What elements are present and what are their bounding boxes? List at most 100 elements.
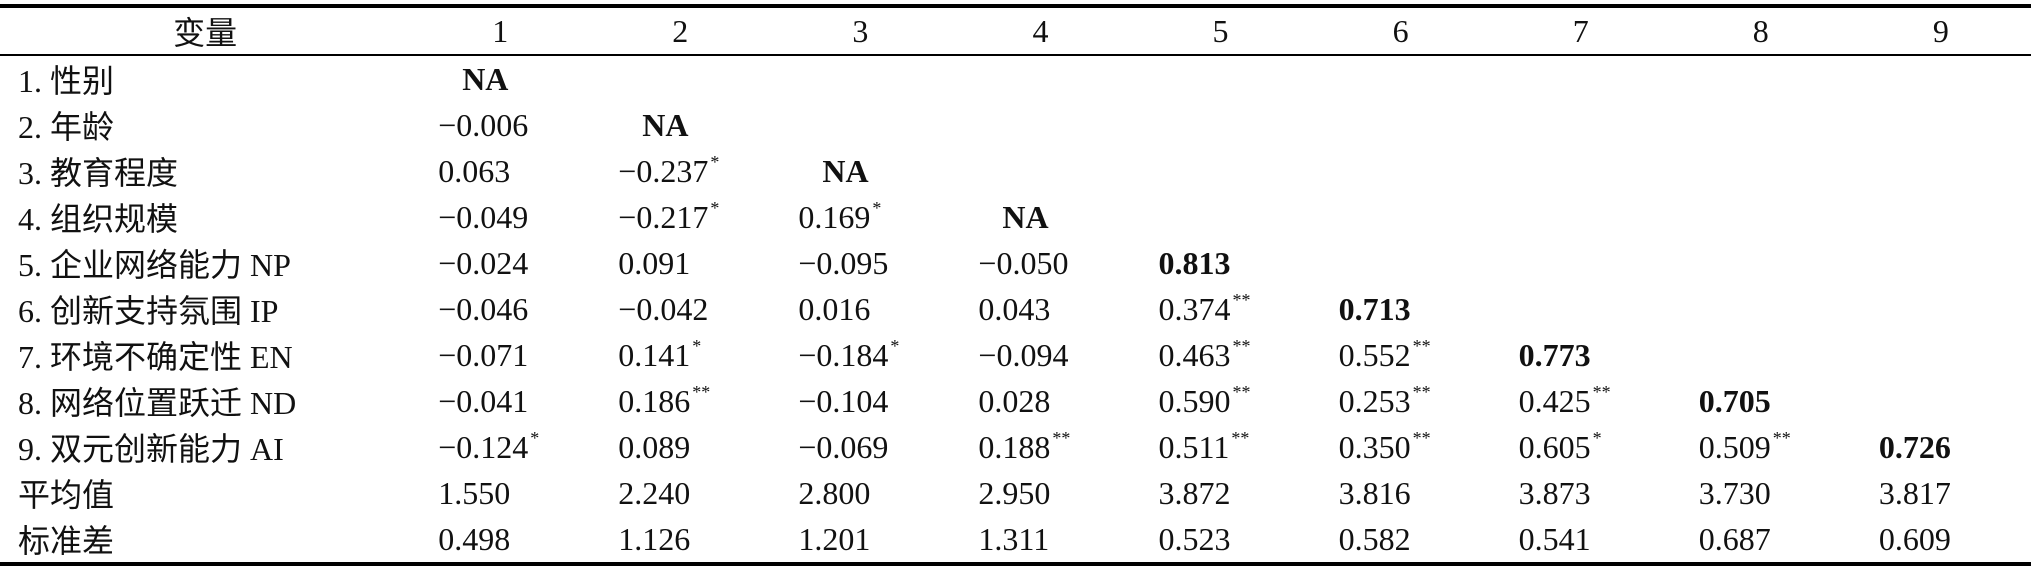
table-cell: 0.511 ** <box>1131 424 1311 470</box>
table-cell <box>1491 194 1671 240</box>
cell-value: 2.240 <box>618 474 691 511</box>
table-cell: −0.024 <box>410 240 590 286</box>
table-cell <box>1131 102 1311 148</box>
table-cell <box>1851 148 2031 194</box>
table-row: 标准差 0.498 1.126 1.201 1.311 0.523 0.582 0.541 0.… <box>0 516 2031 566</box>
cell-value: 0.605 <box>1518 429 1591 465</box>
table-cell: 0.063 <box>410 148 590 194</box>
significance-marker: * <box>890 336 900 356</box>
cell-value: −0.217 <box>618 199 709 235</box>
table-header: 变量 1 2 3 4 5 6 7 8 9 <box>0 4 2031 56</box>
table-cell: 0.350 ** <box>1311 424 1491 470</box>
cell-value: −0.095 <box>798 244 889 281</box>
cell-value: 2.950 <box>978 474 1051 511</box>
table-cell: NA <box>590 102 770 148</box>
table-cell: 0.523 <box>1130 516 1311 566</box>
table-cell: 0.089 <box>590 424 770 470</box>
table-cell <box>1671 332 1851 378</box>
significance-marker: * <box>710 198 720 218</box>
table-cell <box>1851 194 2031 240</box>
table-cell: 2.950 <box>950 470 1130 516</box>
header-col-5: 5 <box>1130 4 1311 56</box>
cell-value: NA <box>1002 198 1049 235</box>
table-cell: 3.730 <box>1671 470 1851 516</box>
table-cell <box>590 55 770 102</box>
table-cell <box>1491 148 1671 194</box>
significance-marker: ** <box>692 382 711 402</box>
table-cell <box>1311 102 1491 148</box>
table-row: 4. 组织规模 −0.049 −0.217 * 0.169 * NA <box>0 194 2031 240</box>
table-cell: 2.800 <box>770 470 950 516</box>
table-cell: 0.713 <box>1311 286 1491 332</box>
table-cell <box>1131 194 1311 240</box>
table-cell: 1.550 <box>410 470 590 516</box>
table-cell <box>1311 55 1491 102</box>
table-cell <box>1671 194 1851 240</box>
row-label: 5. 企业网络能力 NP <box>18 247 291 283</box>
cell-value: 0.773 <box>1518 336 1591 373</box>
table-cell <box>1671 55 1851 102</box>
table-cell <box>1671 148 1851 194</box>
table-cell: −0.071 <box>410 332 590 378</box>
row-label: 8. 网络位置跃迁 ND <box>18 385 297 421</box>
table-cell: −0.006 <box>410 102 590 148</box>
table-row: 7. 环境不确定性 EN −0.071 0.141 * −0.184 * −0.094 0.4… <box>0 332 2031 378</box>
table-cell <box>1851 102 2031 148</box>
header-variable: 变量 <box>0 4 411 56</box>
significance-marker: ** <box>1772 428 1791 448</box>
table-cell: −0.050 <box>950 240 1130 286</box>
significance-marker: * <box>872 198 882 218</box>
table-cell: NA <box>770 148 950 194</box>
table-cell: −0.217 * <box>590 194 770 240</box>
significance-marker: ** <box>1232 290 1251 310</box>
cell-value: 0.713 <box>1338 290 1411 327</box>
table-cell: 0.091 <box>590 240 770 286</box>
table-cell: −0.094 <box>950 332 1130 378</box>
significance-marker: * <box>1592 428 1602 448</box>
table-cell <box>1671 102 1851 148</box>
table-cell <box>1851 240 2031 286</box>
table-cell: 0.169 * <box>770 194 950 240</box>
table-cell <box>1851 286 2031 332</box>
table-cell <box>770 102 950 148</box>
table-cell: 0.605 * <box>1491 424 1671 470</box>
correlation-table: 变量 1 2 3 4 5 6 7 8 9 1. 性别 NA 2. 年龄 −0.006 N… <box>0 4 2031 566</box>
table-cell: −0.046 <box>410 286 590 332</box>
cell-value: −0.124 <box>438 429 529 465</box>
significance-marker: ** <box>1231 428 1250 448</box>
row-label: 9. 双元创新能力 AI <box>18 431 284 467</box>
table-row: 2. 年龄 −0.006 NA <box>0 102 2031 148</box>
cell-value: 0.141 <box>618 337 691 373</box>
cell-value: −0.042 <box>618 290 709 327</box>
row-label: 2. 年龄 <box>18 109 115 145</box>
cell-value: NA <box>462 60 509 97</box>
header-col-6: 6 <box>1310 4 1491 56</box>
table-cell <box>770 55 950 102</box>
table-cell: 0.726 <box>1851 424 2031 470</box>
cell-value: 2.800 <box>798 474 871 511</box>
cell-value: 0.043 <box>978 290 1051 327</box>
header-col-3: 3 <box>770 4 951 56</box>
table-body: 1. 性别 NA 2. 年龄 −0.006 NA 3. 教育程度 0.063 −0.237 * N… <box>0 55 2031 566</box>
table-cell: 0.609 <box>1850 516 2031 566</box>
table-cell: 1.311 <box>950 516 1131 566</box>
cell-value: 0.016 <box>798 290 871 327</box>
cell-value: −0.237 <box>618 153 709 189</box>
table-cell: 0.188 ** <box>950 424 1130 470</box>
table-cell <box>1311 240 1491 286</box>
cell-value: 0.813 <box>1158 244 1231 281</box>
cell-value: 0.063 <box>438 152 511 189</box>
cell-value: 0.188 <box>978 429 1051 465</box>
significance-marker: ** <box>1412 382 1431 402</box>
cell-value: 0.425 <box>1518 383 1591 419</box>
header-col-8: 8 <box>1670 4 1851 56</box>
cell-value: 0.463 <box>1158 337 1231 373</box>
table-cell <box>1671 286 1851 332</box>
table-cell <box>1491 55 1671 102</box>
cell-value: 0.186 <box>618 383 691 419</box>
table-cell: −0.104 <box>770 378 950 424</box>
significance-marker: ** <box>1412 336 1431 356</box>
table-cell: 0.509 ** <box>1671 424 1851 470</box>
table-cell <box>1491 102 1671 148</box>
table-cell: −0.049 <box>410 194 590 240</box>
